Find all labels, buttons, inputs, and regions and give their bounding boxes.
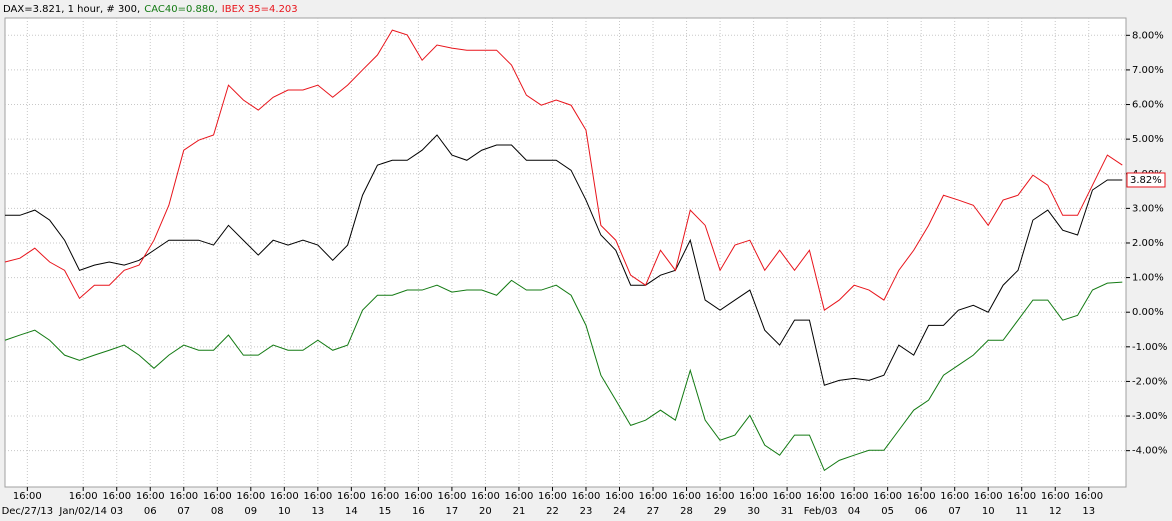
- y-tick-label: -1.00%: [1132, 342, 1167, 353]
- x-date-label: 23: [580, 506, 593, 517]
- x-date-label: 17: [446, 506, 459, 517]
- x-date-label: 08: [211, 506, 224, 517]
- x-date-label: 28: [680, 506, 693, 517]
- x-date-label: 20: [479, 506, 492, 517]
- x-tick-label: 16:00: [840, 491, 869, 502]
- y-tick-label: 0.00%: [1132, 307, 1164, 318]
- x-date-label: 06: [144, 506, 157, 517]
- x-tick-label: 16:00: [505, 491, 534, 502]
- x-date-label: 16: [412, 506, 425, 517]
- x-tick-label: 16:00: [136, 491, 165, 502]
- x-date-label: 04: [848, 506, 861, 517]
- x-date-label: 10: [982, 506, 995, 517]
- legend: DAX=3.821, 1 hour, # 300, CAC40=0.880, IBE…: [3, 4, 298, 15]
- x-date-label: 24: [613, 506, 626, 517]
- series-line: [5, 134, 1123, 386]
- x-tick-label: 16:00: [639, 491, 668, 502]
- y-tick-label: 8.00%: [1132, 30, 1164, 41]
- x-date-label: 11: [1015, 506, 1028, 517]
- x-tick-label: 16:00: [471, 491, 500, 502]
- y-tick-label: 6.00%: [1132, 100, 1164, 111]
- x-date-label: 05: [881, 506, 894, 517]
- x-tick-label: 16:00: [940, 491, 969, 502]
- x-tick-label: 16:00: [739, 491, 768, 502]
- x-tick-label: 16:00: [69, 491, 98, 502]
- x-tick-label: 16:00: [572, 491, 601, 502]
- y-tick-label: 2.00%: [1132, 238, 1164, 249]
- x-tick-label: 16:00: [102, 491, 131, 502]
- series-line: [4, 279, 1123, 472]
- x-tick-label: 16:00: [974, 491, 1003, 502]
- x-tick-label: 16:00: [270, 491, 299, 502]
- x-date-label: 07: [948, 506, 961, 517]
- x-date-label: 10: [278, 506, 291, 517]
- x-tick-label: 16:00: [370, 491, 399, 502]
- x-date-label: 09: [244, 506, 257, 517]
- x-date-label: 30: [747, 506, 760, 517]
- y-tick-label: -2.00%: [1132, 376, 1167, 387]
- x-tick-label: 16:00: [1007, 491, 1036, 502]
- x-date-label: Dec/27/13: [2, 506, 54, 517]
- x-tick-label: 16:00: [437, 491, 466, 502]
- x-tick-label: 16:00: [1041, 491, 1070, 502]
- x-date-label: 03: [110, 506, 123, 517]
- x-date-label: 14: [345, 506, 358, 517]
- x-tick-label: 16:00: [672, 491, 701, 502]
- x-tick-label: 16:00: [538, 491, 567, 502]
- x-date-label: 22: [546, 506, 559, 517]
- x-tick-label: 16:00: [873, 491, 902, 502]
- last-value-label: 3.82%: [1130, 175, 1162, 186]
- x-tick-label: 16:00: [907, 491, 936, 502]
- legend-entry: DAX=3.821, 1 hour, # 300,: [3, 4, 140, 15]
- x-tick-label: 16:00: [605, 491, 634, 502]
- x-tick-label: 16:00: [404, 491, 433, 502]
- x-date-label: 29: [714, 506, 727, 517]
- x-tick-label: 16:00: [236, 491, 265, 502]
- legend-entry: IBEX 35=4.203: [222, 4, 298, 15]
- x-tick-label: 16:00: [203, 491, 232, 502]
- x-tick-label: 16:00: [303, 491, 332, 502]
- last-value-box: [1126, 172, 1166, 188]
- y-tick-label: 1.00%: [1132, 273, 1164, 284]
- x-date-label: 27: [647, 506, 660, 517]
- y-tick-label: 7.00%: [1132, 65, 1164, 76]
- x-tick-label: 16:00: [773, 491, 802, 502]
- x-date-label: 07: [177, 506, 190, 517]
- x-date-label: 21: [513, 506, 526, 517]
- x-date-label: 31: [781, 506, 794, 517]
- y-tick-label: 3.00%: [1132, 203, 1164, 214]
- legend-entry: CAC40=0.880,: [144, 4, 218, 15]
- x-date-label: 12: [1049, 506, 1062, 517]
- x-tick-label: 16:00: [706, 491, 735, 502]
- x-date-label: Feb/03: [804, 506, 838, 517]
- x-tick-label: 16:00: [169, 491, 198, 502]
- y-tick-label: 5.00%: [1132, 134, 1164, 145]
- x-date-label: Jan/02/14: [58, 506, 107, 517]
- y-tick-label: -4.00%: [1132, 446, 1167, 457]
- x-tick-label: 16:00: [13, 491, 42, 502]
- series-line: [4, 29, 1123, 311]
- x-date-label: 15: [379, 506, 392, 517]
- plot-area: [4, 17, 1127, 488]
- y-tick-label: -3.00%: [1132, 411, 1167, 422]
- x-date-label: 06: [915, 506, 928, 517]
- x-tick-label: 16:00: [1074, 491, 1103, 502]
- x-tick-label: 16:00: [337, 491, 366, 502]
- x-date-label: 13: [311, 506, 324, 517]
- x-tick-label: 16:00: [806, 491, 835, 502]
- x-date-label: 13: [1082, 506, 1095, 517]
